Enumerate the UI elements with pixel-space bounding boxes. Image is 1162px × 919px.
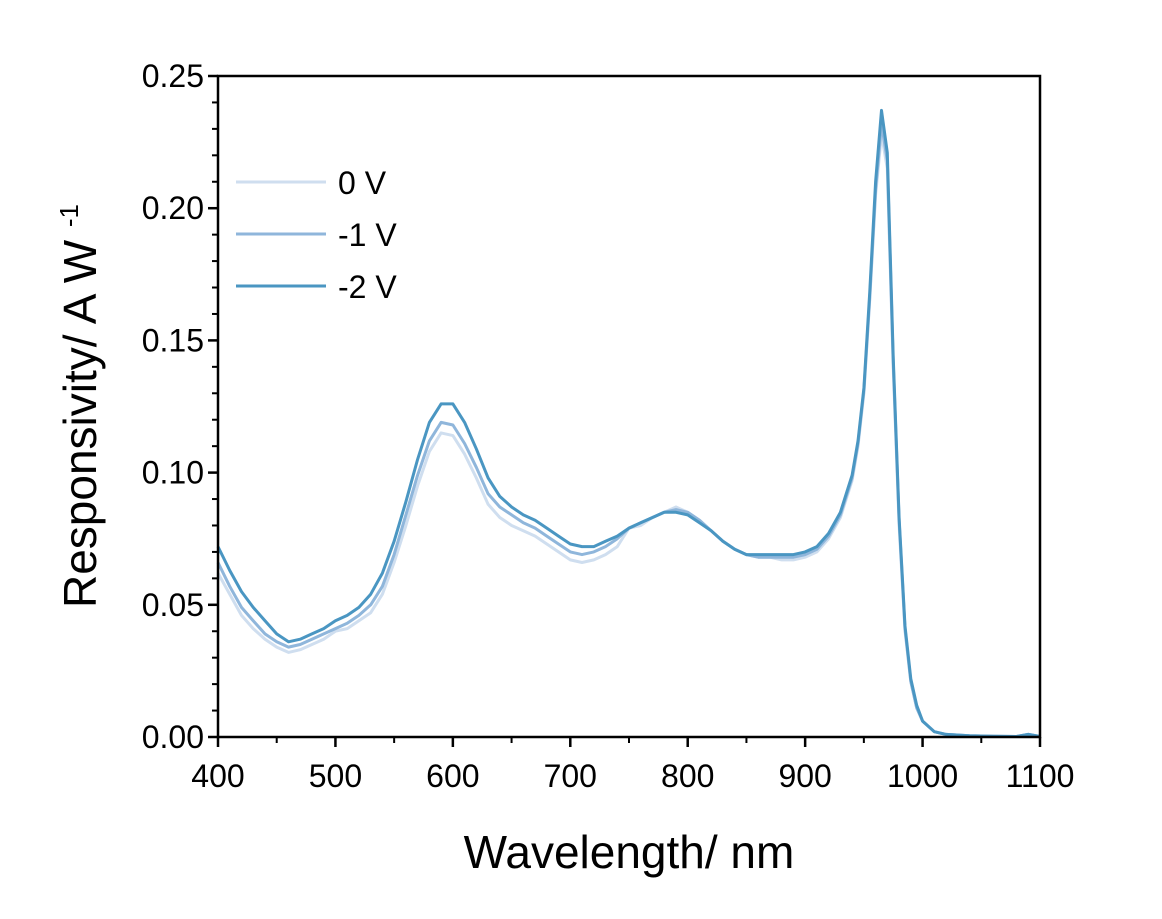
legend-item: 0 V bbox=[236, 165, 387, 201]
x-tick-label: 600 bbox=[426, 758, 479, 794]
x-tick-label: 800 bbox=[661, 758, 714, 794]
series-layer bbox=[216, 108, 1041, 738]
x-tick-label: 1100 bbox=[1006, 758, 1075, 794]
y-tick-label: 0.10 bbox=[142, 455, 204, 491]
legend-label: -2 V bbox=[338, 269, 397, 305]
y-tick-label: 0.00 bbox=[142, 719, 204, 755]
legend-item: -2 V bbox=[236, 269, 397, 305]
y-axis-title-superscript: -1 bbox=[54, 204, 84, 227]
x-tick-label: 500 bbox=[309, 758, 362, 794]
x-tick-label: 900 bbox=[778, 758, 831, 794]
x-axis-ticks: 400 500 600 700 800 900 1000 1100 bbox=[191, 737, 1074, 794]
legend-label: 0 V bbox=[338, 165, 387, 201]
legend: 0 V -1 V -2 V bbox=[236, 165, 397, 305]
y-axis-title-main: Responsivity/ A W bbox=[54, 239, 106, 608]
legend-label: -1 V bbox=[338, 217, 397, 253]
x-tick-label: 400 bbox=[191, 758, 244, 794]
y-axis-title: Responsivity/ A W -1 bbox=[54, 204, 106, 608]
y-tick-label: 0.15 bbox=[142, 322, 204, 358]
x-tick-label: 1000 bbox=[887, 758, 958, 794]
plot-area: 400 500 600 700 800 900 1000 1100 0.000.050.100… bbox=[142, 58, 1075, 794]
y-tick-label: 0.05 bbox=[142, 587, 204, 623]
x-tick-label: 700 bbox=[544, 758, 597, 794]
y-tick-label: 0.25 bbox=[142, 58, 204, 94]
x-axis-title: Wavelength/ nm bbox=[464, 826, 795, 878]
series-line-1 bbox=[216, 122, 1041, 738]
legend-item: -1 V bbox=[236, 217, 397, 253]
y-tick-label: 0.20 bbox=[142, 190, 204, 226]
y-axis-ticks: 0.00 0.05 0.10 0.15 0.20 0.25 bbox=[142, 58, 218, 755]
series-line-2 bbox=[216, 108, 1041, 738]
